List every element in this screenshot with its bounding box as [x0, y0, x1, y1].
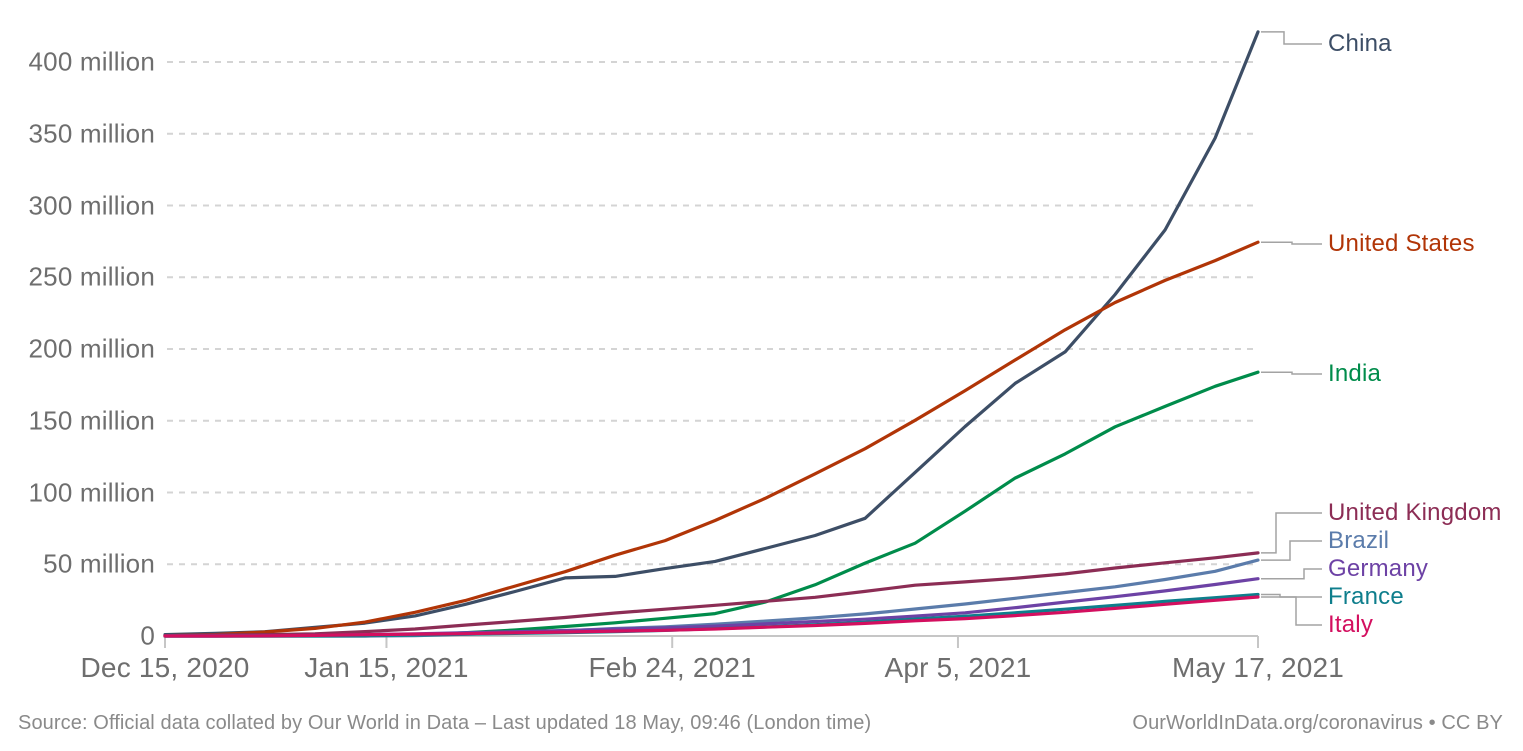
series-label-india[interactable]: India: [1328, 360, 1382, 387]
series-label-france[interactable]: France: [1328, 583, 1404, 610]
series-label-brazil[interactable]: Brazil: [1328, 527, 1390, 554]
series-label-italy[interactable]: Italy: [1328, 611, 1374, 638]
series-line-united-kingdom[interactable]: [163, 551, 1260, 638]
series-label-united-states[interactable]: United States: [1328, 230, 1475, 257]
y-tick-label: 0: [140, 620, 155, 651]
x-tick-label: Apr 5, 2021: [884, 652, 1032, 683]
y-tick-label: 200 million: [28, 333, 155, 364]
series-line-china[interactable]: [163, 30, 1260, 637]
legend-connector: [1261, 371, 1322, 375]
x-tick-label: Jan 15, 2021: [304, 652, 469, 683]
series-label-united-kingdom[interactable]: United Kingdom: [1328, 499, 1502, 526]
series-label-germany[interactable]: Germany: [1328, 555, 1429, 582]
legend-connector: [1261, 540, 1322, 561]
legend-connector: [1261, 593, 1322, 598]
source-note: Source: Official data collated by Our Wo…: [18, 712, 872, 734]
legend-connector: [1261, 241, 1322, 245]
y-tick-label: 100 million: [28, 477, 155, 507]
y-tick-label: 150 million: [28, 405, 155, 436]
series-label-china[interactable]: China: [1328, 30, 1392, 57]
legend-connector: [1261, 31, 1322, 45]
series-line-italy[interactable]: [163, 595, 1260, 638]
x-tick-label: Feb 24, 2021: [588, 652, 756, 683]
series-line-united-states[interactable]: [163, 240, 1260, 638]
y-tick-label: 50 million: [43, 548, 155, 579]
credit-link[interactable]: OurWorldInData.org/coronavirus • CC BY: [1132, 712, 1503, 734]
y-tick-label: 250 million: [28, 261, 155, 292]
x-tick-label: May 17, 2021: [1171, 652, 1345, 683]
legend-connector: [1261, 568, 1322, 580]
series-line-india[interactable]: [163, 370, 1260, 638]
legend-connector: [1261, 512, 1322, 554]
y-tick-label: 400 million: [28, 46, 155, 77]
y-tick-label: 300 million: [28, 190, 155, 220]
legend-connector: [1261, 596, 1322, 626]
x-tick-label: Dec 15, 2020: [80, 652, 250, 683]
y-tick-label: 350 million: [28, 118, 155, 149]
